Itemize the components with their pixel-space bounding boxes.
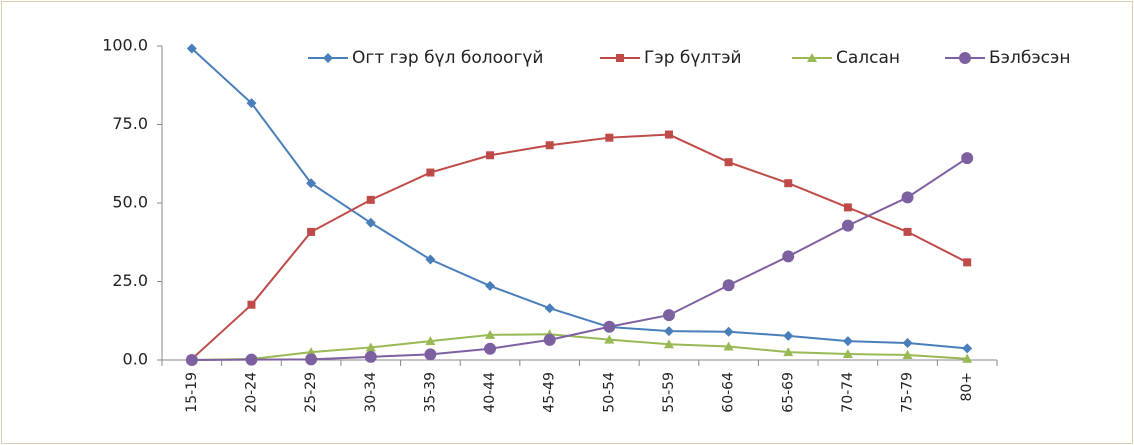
- data-point: [604, 334, 615, 344]
- legend-marker: [616, 54, 624, 62]
- y-tick-label: 50.0: [112, 193, 148, 212]
- x-tick-label: 60-64: [721, 372, 737, 413]
- data-point: [185, 354, 198, 366]
- legend-label: Салсан: [836, 48, 900, 68]
- data-point: [963, 258, 972, 267]
- data-point: [247, 300, 256, 309]
- data-point: [843, 203, 852, 212]
- data-point: [186, 43, 197, 54]
- data-point: [485, 329, 496, 339]
- data-point: [424, 348, 437, 361]
- data-point: [962, 353, 973, 363]
- data-point: [784, 179, 793, 188]
- data-point: [245, 353, 258, 366]
- data-point: [425, 336, 436, 346]
- data-point: [902, 349, 913, 359]
- data-point: [425, 254, 436, 265]
- data-point: [901, 191, 914, 204]
- x-tick-label: 20-24: [243, 372, 259, 413]
- data-point: [723, 326, 734, 337]
- data-point: [543, 333, 556, 346]
- legend-marker: [807, 53, 817, 62]
- data-point: [902, 338, 913, 349]
- data-point: [306, 347, 317, 357]
- data-point: [723, 341, 734, 351]
- data-point: [306, 178, 317, 189]
- data-point: [544, 303, 555, 314]
- legend-marker: [323, 53, 333, 63]
- x-tick-label: 75-79: [900, 372, 916, 413]
- data-point: [722, 279, 735, 292]
- x-tick-label: 50-54: [601, 372, 617, 413]
- data-point: [366, 195, 375, 204]
- series-line: [191, 157, 968, 361]
- x-tick-label: 55-59: [661, 372, 677, 413]
- data-point: [842, 349, 853, 359]
- x-tick-label: 65-69: [780, 372, 796, 413]
- data-point: [662, 309, 675, 322]
- x-tick-label: 40-44: [482, 372, 498, 413]
- data-point: [783, 330, 794, 341]
- data-point: [903, 227, 912, 236]
- y-tick-label: 0.0: [123, 350, 148, 369]
- x-tick-label: 45-49: [542, 372, 558, 413]
- data-point: [484, 342, 497, 355]
- data-point: [246, 98, 257, 109]
- data-point: [605, 133, 614, 142]
- x-tick-label: 35-39: [422, 372, 438, 413]
- data-point: [364, 350, 377, 363]
- data-point: [545, 141, 554, 150]
- legend-label: Гэр бүлтэй: [644, 48, 742, 68]
- data-point: [961, 152, 974, 165]
- legend-marker: [959, 52, 971, 64]
- y-tick-label: 75.0: [112, 114, 148, 133]
- series-line: [191, 47, 968, 350]
- data-point: [841, 219, 854, 232]
- data-point: [663, 339, 674, 349]
- series-line: [191, 133, 968, 360]
- y-tick-label: 25.0: [112, 271, 148, 290]
- data-point: [486, 151, 495, 160]
- data-point: [782, 250, 795, 263]
- series-line: [191, 333, 968, 361]
- data-point: [426, 168, 435, 177]
- data-point: [664, 130, 673, 139]
- data-point: [842, 336, 853, 347]
- x-tick-label: 25-29: [303, 372, 319, 413]
- y-tick-label: 100.0: [102, 36, 148, 55]
- legend-label: Огт гэр бүл болоогүй: [352, 48, 543, 68]
- data-point: [783, 347, 794, 357]
- data-point: [307, 227, 316, 236]
- data-point: [305, 353, 318, 366]
- x-tick-label: 15-19: [184, 372, 200, 413]
- data-point: [485, 280, 496, 291]
- x-tick-label: 70-74: [840, 372, 856, 413]
- data-point: [365, 217, 376, 228]
- data-point: [365, 342, 376, 352]
- x-tick-label: 30-34: [363, 372, 379, 413]
- x-tick-label: 80+: [959, 372, 975, 402]
- legend-label: Бэлбэсэн: [989, 48, 1070, 68]
- data-point: [603, 320, 616, 333]
- data-point: [663, 326, 674, 337]
- data-point: [962, 343, 973, 354]
- data-point: [724, 158, 733, 167]
